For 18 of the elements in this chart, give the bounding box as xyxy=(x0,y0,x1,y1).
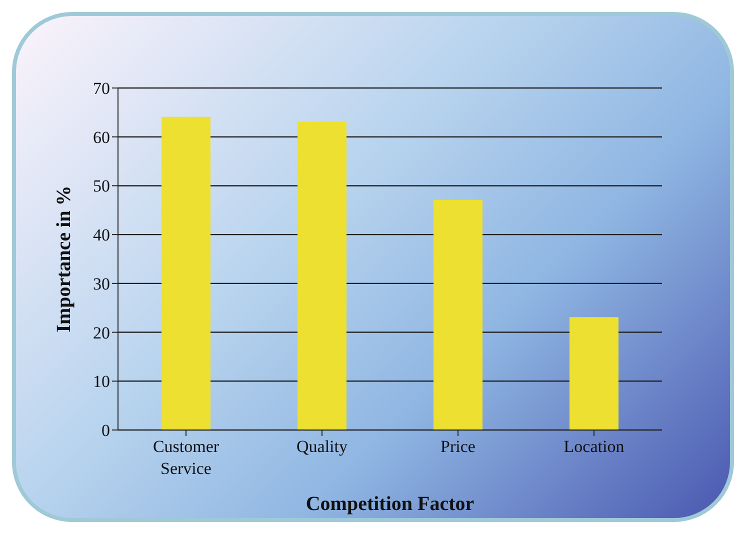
y-tick-label: 40 xyxy=(93,226,110,245)
x-tick-label: Customer Service xyxy=(152,437,220,478)
y-axis-title: Importance in % xyxy=(53,186,76,332)
y-tick-label: 50 xyxy=(93,176,110,196)
y-tick-label: 0 xyxy=(102,421,110,440)
y-tick-label: 30 xyxy=(93,274,110,294)
y-tick-label: 20 xyxy=(93,323,110,342)
x-tick-label: Location xyxy=(564,437,625,456)
x-tick-label: Price xyxy=(440,437,476,456)
x-axis-title: Competition Factor xyxy=(306,493,474,515)
bar xyxy=(298,122,346,430)
x-tick-label: Quality xyxy=(296,437,348,456)
bar xyxy=(162,116,210,430)
y-tick-label: 70 xyxy=(93,79,110,98)
bar xyxy=(434,200,482,430)
y-tick-label: 60 xyxy=(93,128,110,147)
y-tick-label: 10 xyxy=(93,372,110,392)
bar xyxy=(570,317,618,430)
